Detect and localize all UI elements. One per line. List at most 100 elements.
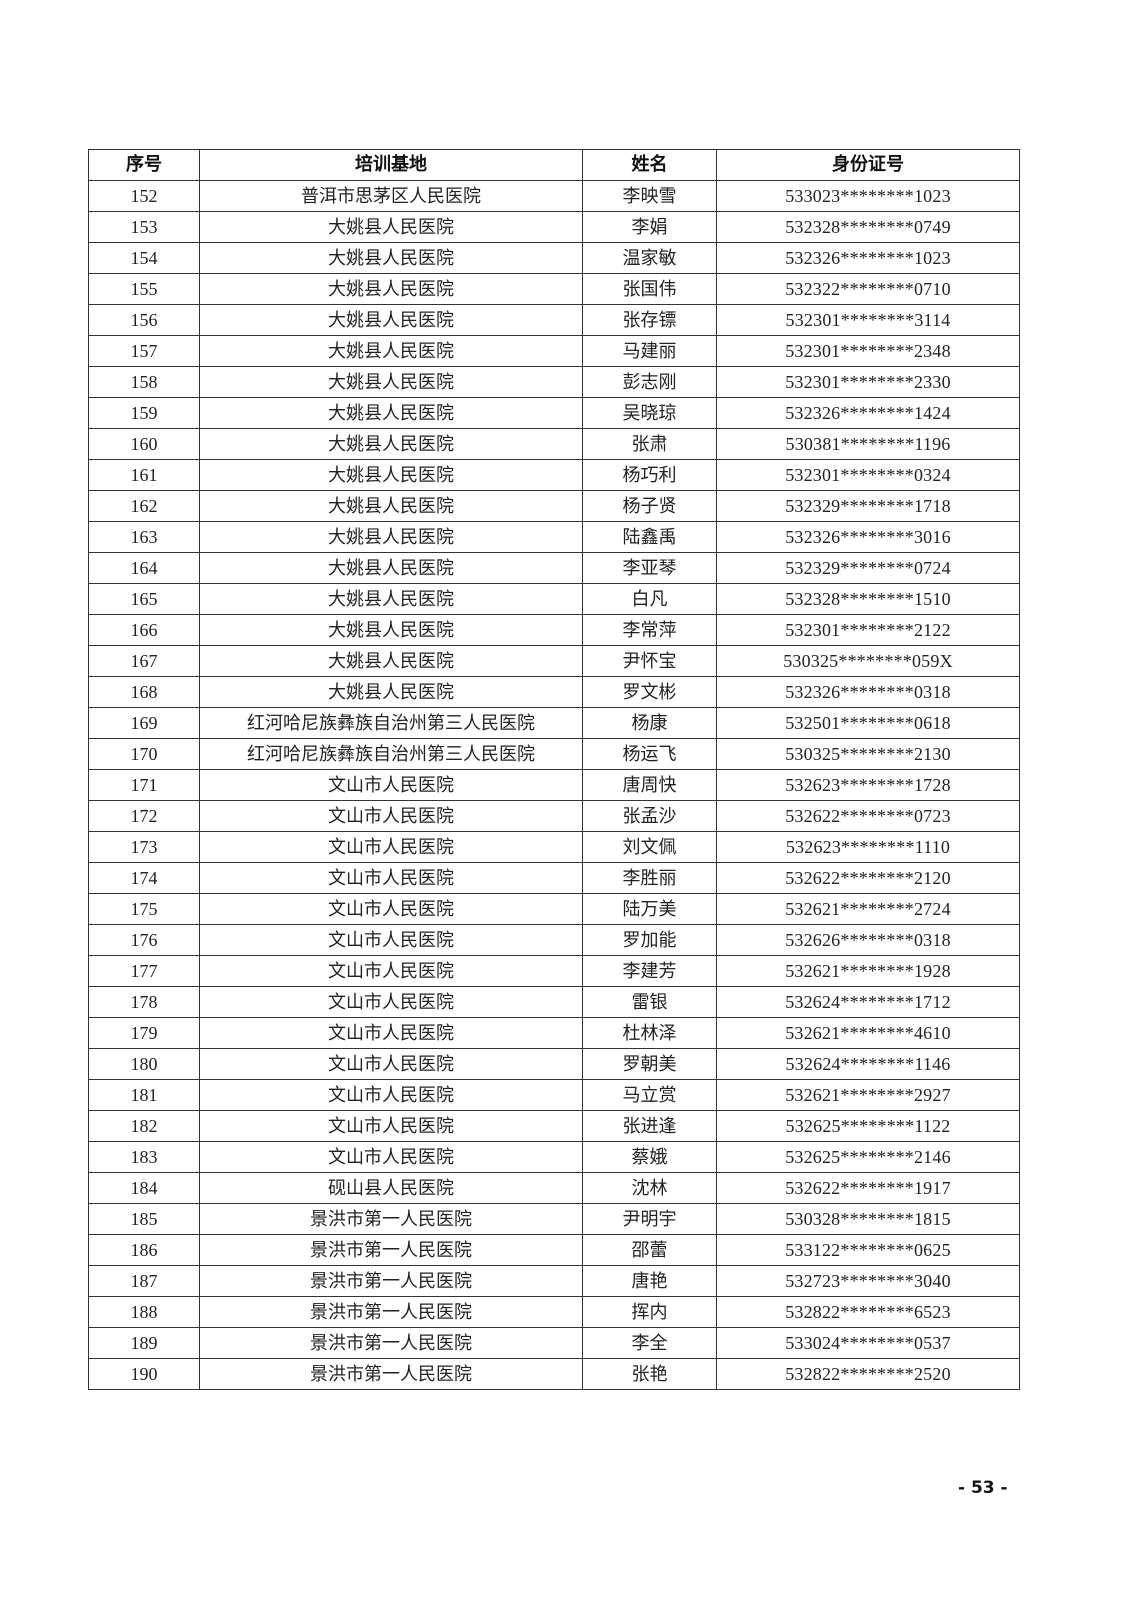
cell-index: 186 [88,1234,200,1266]
table-row: 158 大姚县人民医院 彭志刚 532301********2330 [88,366,1020,398]
cell-training-base: 大姚县人民医院 [199,521,583,553]
cell-id-number: 532622********0723 [716,800,1020,832]
cell-name: 杨运飞 [582,738,717,770]
cell-index: 153 [88,211,200,243]
cell-name: 罗朝美 [582,1048,717,1080]
cell-id-number: 532624********1146 [716,1048,1020,1080]
cell-training-base: 大姚县人民医院 [199,490,583,522]
cell-name: 李胜丽 [582,862,717,894]
cell-id-number: 530325********2130 [716,738,1020,770]
table-row: 174 文山市人民医院 李胜丽 532622********2120 [88,862,1020,894]
cell-name: 张肃 [582,428,717,460]
cell-id-number: 532301********2122 [716,614,1020,646]
cell-name: 马立赏 [582,1079,717,1111]
cell-name: 挥内 [582,1296,717,1328]
cell-name: 雷银 [582,986,717,1018]
cell-name: 吴晓琼 [582,397,717,429]
cell-index: 155 [88,273,200,305]
cell-id-number: 532623********1110 [716,831,1020,863]
cell-name: 陆鑫禹 [582,521,717,553]
table-row: 162 大姚县人民医院 杨子贤 532329********1718 [88,490,1020,522]
cell-index: 183 [88,1141,200,1173]
cell-training-base: 大姚县人民医院 [199,645,583,677]
cell-training-base: 大姚县人民医院 [199,552,583,584]
page-number: - 53 - [958,1478,1008,1498]
table-row: 187 景洪市第一人民医院 唐艳 532723********3040 [88,1265,1020,1297]
cell-index: 164 [88,552,200,584]
cell-id-number: 532622********1917 [716,1172,1020,1204]
cell-name: 沈林 [582,1172,717,1204]
cell-training-base: 大姚县人民医院 [199,242,583,274]
table-row: 180 文山市人民医院 罗朝美 532624********1146 [88,1048,1020,1080]
table-row: 167 大姚县人民医院 尹怀宝 530325********059X [88,645,1020,677]
cell-index: 169 [88,707,200,739]
cell-name: 白凡 [582,583,717,615]
table-row: 185 景洪市第一人民医院 尹明宇 530328********1815 [88,1203,1020,1235]
header-name: 姓名 [582,149,717,181]
cell-training-base: 大姚县人民医院 [199,676,583,708]
table-row: 188 景洪市第一人民医院 挥内 532822********6523 [88,1296,1020,1328]
cell-name: 邵蕾 [582,1234,717,1266]
cell-index: 168 [88,676,200,708]
cell-training-base: 大姚县人民医院 [199,304,583,336]
trainee-table: 序号 培训基地 姓名 身份证号 152 普洱市思茅区人民医院 李映雪 533023**… [88,149,1020,1390]
table-row: 183 文山市人民医院 蔡娥 532625********2146 [88,1141,1020,1173]
cell-index: 165 [88,583,200,615]
cell-index: 180 [88,1048,200,1080]
cell-id-number: 532329********1718 [716,490,1020,522]
cell-training-base: 文山市人民医院 [199,893,583,925]
cell-index: 185 [88,1203,200,1235]
table-row: 170 红河哈尼族彝族自治州第三人民医院 杨运飞 530325********2130 [88,738,1020,770]
header-training-base: 培训基地 [199,149,583,181]
cell-id-number: 532624********1712 [716,986,1020,1018]
table-row: 157 大姚县人民医院 马建丽 532301********2348 [88,335,1020,367]
cell-id-number: 532301********3114 [716,304,1020,336]
cell-training-base: 景洪市第一人民医院 [199,1203,583,1235]
cell-id-number: 532621********4610 [716,1017,1020,1049]
cell-name: 张进逢 [582,1110,717,1142]
cell-id-number: 532326********3016 [716,521,1020,553]
table-body: 152 普洱市思茅区人民医院 李映雪 533023********1023 153 大姚县… [88,180,1020,1390]
cell-training-base: 红河哈尼族彝族自治州第三人民医院 [199,738,583,770]
cell-id-number: 532723********3040 [716,1265,1020,1297]
cell-id-number: 532621********1928 [716,955,1020,987]
cell-id-number: 530325********059X [716,645,1020,677]
cell-training-base: 文山市人民医院 [199,955,583,987]
cell-training-base: 大姚县人民医院 [199,273,583,305]
cell-name: 李全 [582,1327,717,1359]
table-row: 190 景洪市第一人民医院 张艳 532822********2520 [88,1358,1020,1390]
cell-index: 189 [88,1327,200,1359]
table-row: 161 大姚县人民医院 杨巧利 532301********0324 [88,459,1020,491]
cell-name: 张国伟 [582,273,717,305]
cell-training-base: 大姚县人民医院 [199,366,583,398]
cell-id-number: 532326********1424 [716,397,1020,429]
cell-training-base: 文山市人民医院 [199,986,583,1018]
table-row: 171 文山市人民医院 唐周快 532623********1728 [88,769,1020,801]
header-id-number: 身份证号 [716,149,1020,181]
cell-id-number: 533023********1023 [716,180,1020,212]
table-row: 189 景洪市第一人民医院 李全 533024********0537 [88,1327,1020,1359]
cell-index: 161 [88,459,200,491]
table-row: 184 砚山县人民医院 沈林 532622********1917 [88,1172,1020,1204]
cell-training-base: 普洱市思茅区人民医院 [199,180,583,212]
cell-name: 李建芳 [582,955,717,987]
table-row: 173 文山市人民医院 刘文佩 532623********1110 [88,831,1020,863]
cell-id-number: 532501********0618 [716,707,1020,739]
table-row: 178 文山市人民医院 雷银 532624********1712 [88,986,1020,1018]
header-index: 序号 [88,149,200,181]
cell-index: 171 [88,769,200,801]
cell-index: 166 [88,614,200,646]
table-row: 179 文山市人民医院 杜林泽 532621********4610 [88,1017,1020,1049]
cell-name: 杜林泽 [582,1017,717,1049]
table-row: 176 文山市人民医院 罗加能 532626********0318 [88,924,1020,956]
table-row: 166 大姚县人民医院 李常萍 532301********2122 [88,614,1020,646]
table-row: 186 景洪市第一人民医院 邵蕾 533122********0625 [88,1234,1020,1266]
table-row: 153 大姚县人民医院 李娟 532328********0749 [88,211,1020,243]
cell-index: 178 [88,986,200,1018]
cell-training-base: 大姚县人民医院 [199,211,583,243]
cell-training-base: 景洪市第一人民医院 [199,1296,583,1328]
cell-id-number: 532622********2120 [716,862,1020,894]
table-header-row: 序号 培训基地 姓名 身份证号 [88,149,1020,181]
cell-id-number: 533024********0537 [716,1327,1020,1359]
cell-index: 158 [88,366,200,398]
